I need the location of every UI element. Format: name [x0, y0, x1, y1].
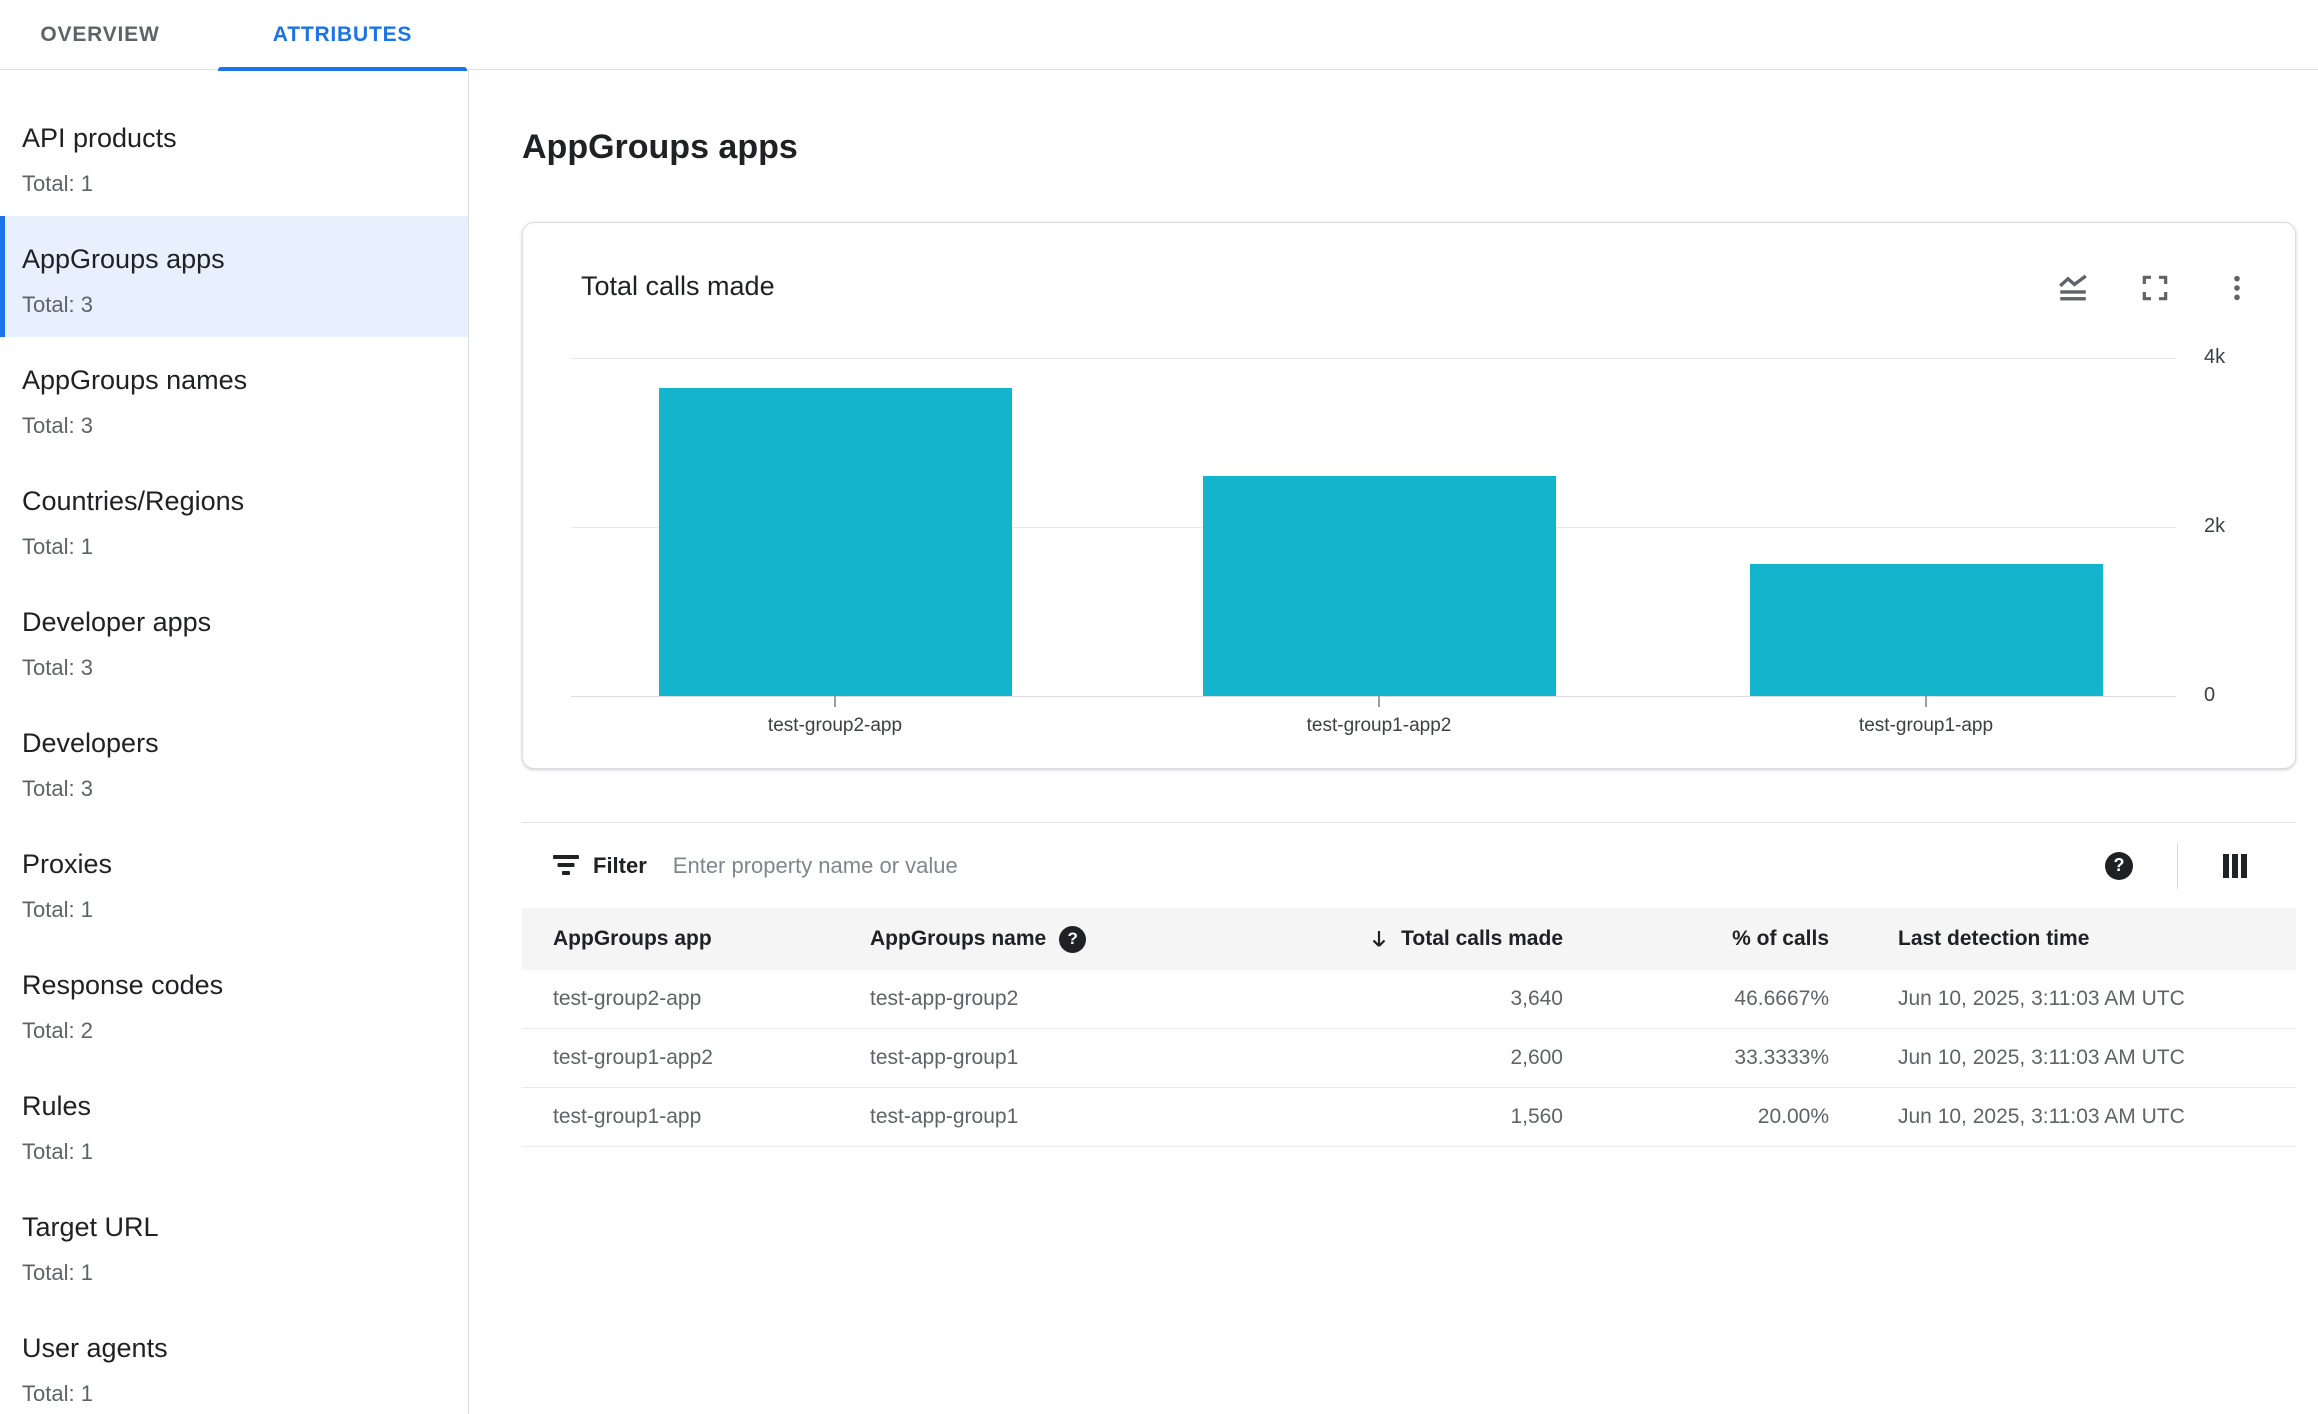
- col-header-appgroups-app[interactable]: AppGroups app: [553, 927, 712, 950]
- sidebar-item-label: Developer apps: [22, 607, 212, 637]
- sort-desc-arrow-icon: [1367, 927, 1391, 951]
- cell-total-calls: 3,640: [1510, 987, 1563, 1010]
- total-calls-chart-card: Total calls made 4k 2k 0 test-group2-app tes…: [522, 222, 2296, 769]
- table-row: test-group1-app test-app-group1 1,560 20…: [522, 1088, 2296, 1147]
- col-header-total-calls-made[interactable]: Total calls made: [1330, 927, 1567, 951]
- col-header-percent-of-calls[interactable]: % of calls: [1732, 927, 1829, 950]
- sidebar-item-developer-apps[interactable]: Developer apps Total: 3: [0, 579, 468, 700]
- x-axis-label: test-group1-app2: [1306, 715, 1452, 736]
- x-axis-tick: [834, 696, 836, 707]
- cell-appgroups-app: test-group1-app2: [553, 1046, 713, 1069]
- sidebar-item-total: Total: 1: [22, 1260, 93, 1285]
- cell-appgroups-name: test-app-group1: [870, 1046, 1019, 1069]
- cell-last-detection: Jun 10, 2025, 3:11:03 AM UTC: [1898, 987, 2185, 1010]
- filter-help-icon[interactable]: ?: [2105, 851, 2133, 880]
- stacked-line-chart-icon[interactable]: [2055, 270, 2091, 306]
- sidebar-item-total: Total: 1: [22, 171, 93, 196]
- filter-input[interactable]: [672, 852, 2105, 879]
- cell-total-calls: 1,560: [1510, 1105, 1563, 1128]
- cell-total-calls: 2,600: [1510, 1046, 1563, 1069]
- table-header-row: AppGroups app AppGroups name ? Total cal…: [522, 908, 2296, 970]
- cell-last-detection: Jun 10, 2025, 3:11:03 AM UTC: [1898, 1046, 2185, 1069]
- table-row: test-group1-app2 test-app-group1 2,600 3…: [522, 1029, 2296, 1088]
- tab-overview-label: OVERVIEW: [40, 23, 160, 46]
- sidebar-item-label: Countries/Regions: [22, 486, 245, 516]
- more-vert-glyph: [2234, 275, 2240, 301]
- appgroups-table: AppGroups app AppGroups name ? Total cal…: [522, 908, 2296, 1147]
- sidebar-item-developers[interactable]: Developers Total: 3: [0, 700, 468, 821]
- sidebar-item-user-agents[interactable]: User agents Total: 1: [0, 1305, 468, 1414]
- sidebar-item-label: Target URL: [22, 1212, 159, 1242]
- sidebar-item-appgroups-apps[interactable]: AppGroups apps Total: 3: [0, 216, 468, 337]
- sidebar-item-total: Total: 2: [22, 1018, 93, 1043]
- filter-label: Filter: [593, 852, 647, 878]
- bar-test-group1-app[interactable]: [1749, 564, 2103, 696]
- sidebar-item-total: Total: 3: [22, 776, 93, 801]
- sidebar-item-total: Total: 3: [22, 292, 93, 317]
- bar-test-group2-app[interactable]: [658, 388, 1012, 696]
- sidebar-item-target-url[interactable]: Target URL Total: 1: [0, 1184, 468, 1305]
- sidebar-item-api-products[interactable]: API products Total: 1: [0, 95, 468, 216]
- page-title: AppGroups apps: [522, 128, 798, 166]
- sidebar-item-total: Total: 1: [22, 897, 93, 922]
- y-axis-tick-label: 2k: [2204, 515, 2226, 537]
- sidebar-item-label: Developers: [22, 728, 159, 758]
- sidebar-item-total: Total: 1: [22, 1381, 93, 1406]
- cell-appgroups-app: test-group1-app: [553, 1105, 702, 1128]
- sidebar-item-label: AppGroups apps: [22, 244, 225, 274]
- sidebar-item-total: Total: 3: [22, 413, 93, 438]
- tab-attributes[interactable]: ATTRIBUTES: [218, 0, 467, 71]
- col-header-appgroups-name[interactable]: AppGroups name ?: [870, 925, 1330, 953]
- col-header-last-detection-time[interactable]: Last detection time: [1898, 927, 2090, 950]
- cell-percent-calls: 46.6667%: [1734, 987, 1829, 1010]
- sidebar-item-total: Total: 3: [22, 655, 93, 680]
- more-vert-icon[interactable]: [2219, 270, 2255, 306]
- x-axis-label: test-group2-app: [767, 715, 903, 736]
- filter-divider: [2177, 842, 2178, 889]
- sidebar-item-label: User agents: [22, 1333, 168, 1363]
- sidebar-item-label: API products: [22, 123, 177, 153]
- cell-appgroups-name: test-app-group1: [870, 1105, 1019, 1128]
- tab-attributes-label: ATTRIBUTES: [272, 23, 413, 46]
- y-axis-tick-label: 0: [2204, 684, 2216, 706]
- table-filter-bar: Filter ?: [522, 822, 2296, 908]
- x-axis-tick: [1378, 696, 1380, 707]
- cell-last-detection: Jun 10, 2025, 3:11:03 AM UTC: [1898, 1105, 2185, 1128]
- fullscreen-glyph: [2142, 275, 2168, 301]
- stacked-line-chart-glyph: [2059, 274, 2087, 301]
- appgroups-name-help-icon[interactable]: ?: [1059, 925, 1087, 953]
- fullscreen-icon[interactable]: [2137, 270, 2173, 306]
- sidebar-item-response-codes[interactable]: Response codes Total: 2: [0, 942, 468, 1063]
- tab-bar: OVERVIEW ATTRIBUTES: [0, 0, 2318, 71]
- cell-percent-calls: 20.00%: [1757, 1105, 1829, 1128]
- filter-list-icon: [549, 849, 583, 883]
- bar-chart-plot: 4k 2k 0 test-group2-app test-group1-app2 test…: [571, 346, 2225, 736]
- bar-test-group1-app2[interactable]: [1202, 476, 1556, 696]
- attributes-sidebar: API products Total: 1 AppGroups apps Tot…: [0, 70, 469, 1414]
- y-axis-tick-label: 4k: [2204, 346, 2226, 368]
- sidebar-item-rules[interactable]: Rules Total: 1: [0, 1063, 468, 1184]
- gridline: [571, 358, 2176, 359]
- column-settings-icon[interactable]: [2223, 853, 2249, 878]
- cell-appgroups-name: test-app-group2: [870, 987, 1019, 1010]
- table-row: test-group2-app test-app-group2 3,640 46…: [522, 970, 2296, 1029]
- sidebar-item-proxies[interactable]: Proxies Total: 1: [0, 821, 468, 942]
- sidebar-item-label: Proxies: [22, 849, 113, 879]
- gridline: [571, 696, 2176, 697]
- sidebar-item-label: AppGroups names: [22, 365, 248, 395]
- sidebar-item-total: Total: 1: [22, 1139, 93, 1164]
- cell-appgroups-app: test-group2-app: [553, 987, 702, 1010]
- sidebar-item-label: Rules: [22, 1091, 92, 1121]
- sidebar-item-countries-regions[interactable]: Countries/Regions Total: 1: [0, 458, 468, 579]
- sidebar-item-label: Response codes: [22, 970, 224, 1000]
- sidebar-item-appgroups-names[interactable]: AppGroups names Total: 3: [0, 337, 468, 458]
- sidebar-item-total: Total: 1: [22, 534, 93, 559]
- chart-title: Total calls made: [581, 271, 775, 301]
- active-tab-indicator: [218, 67, 467, 71]
- tab-overview[interactable]: OVERVIEW: [0, 0, 200, 70]
- x-axis-label: test-group1-app: [1858, 715, 1994, 736]
- x-axis-tick: [1925, 696, 1927, 707]
- cell-percent-calls: 33.3333%: [1734, 1046, 1829, 1069]
